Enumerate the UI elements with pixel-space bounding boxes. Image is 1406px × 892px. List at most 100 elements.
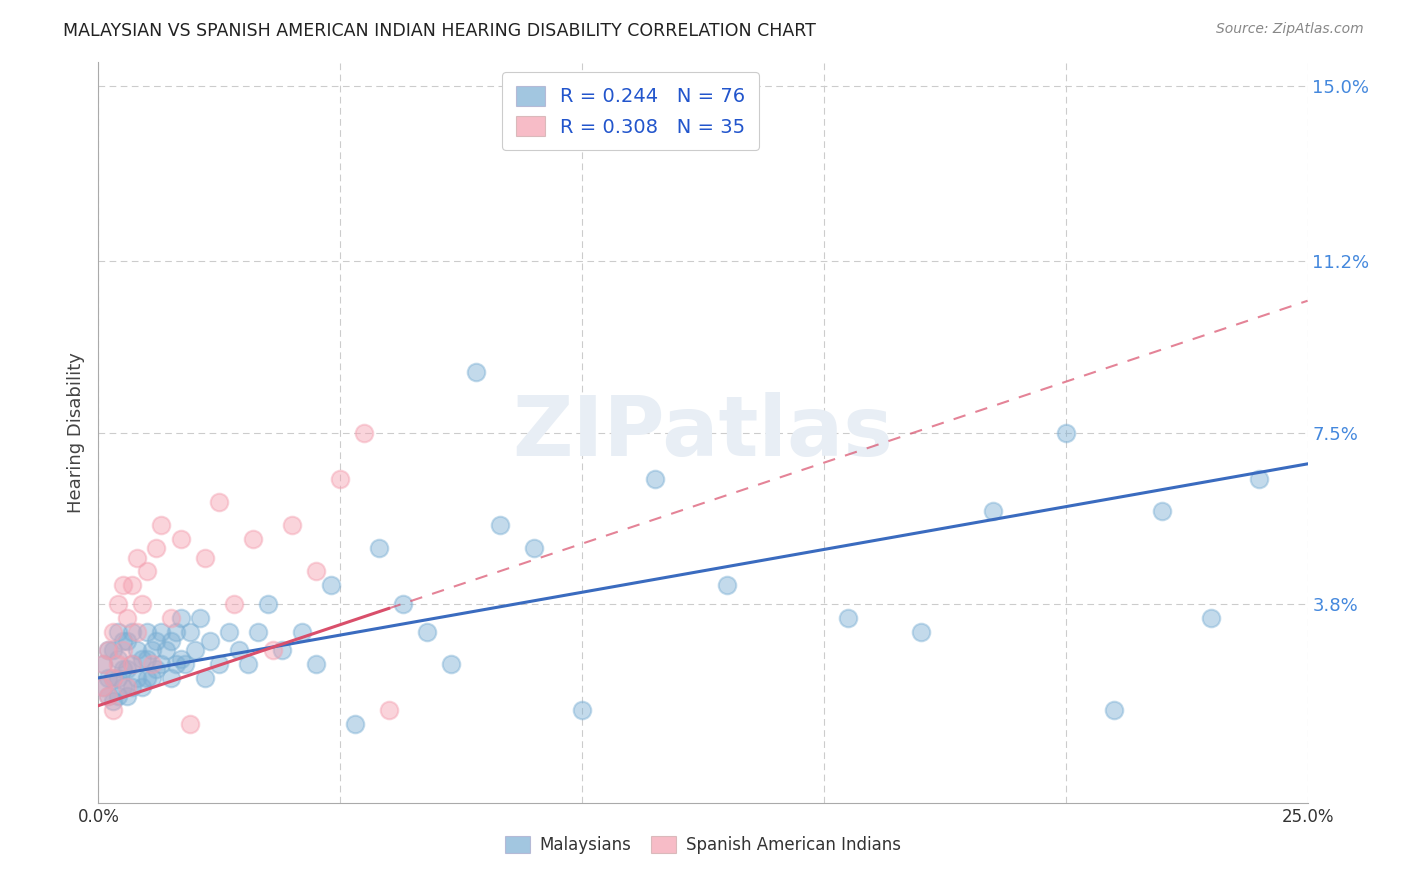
Point xyxy=(150,518,173,533)
Point xyxy=(188,610,211,624)
Point xyxy=(127,671,149,685)
Point xyxy=(169,610,191,624)
Point xyxy=(97,643,120,657)
Point xyxy=(837,610,859,624)
Point xyxy=(198,633,221,648)
Point xyxy=(91,680,114,694)
Point xyxy=(1199,610,1222,624)
Point xyxy=(145,541,167,556)
Point xyxy=(523,541,546,556)
Point xyxy=(107,624,129,639)
Point xyxy=(305,657,328,671)
Point xyxy=(1249,472,1271,486)
Point xyxy=(343,717,366,731)
Point xyxy=(145,662,167,676)
Point xyxy=(179,624,201,639)
Point xyxy=(135,565,157,579)
Point xyxy=(111,633,134,648)
Point xyxy=(121,657,143,671)
Point xyxy=(222,597,245,611)
Point xyxy=(107,690,129,704)
Point xyxy=(1102,703,1125,717)
Point xyxy=(117,610,139,624)
Point xyxy=(107,652,129,666)
Point xyxy=(91,680,114,694)
Point xyxy=(489,518,512,533)
Point xyxy=(127,550,149,565)
Point xyxy=(97,690,120,704)
Point xyxy=(377,703,399,717)
Point xyxy=(121,680,143,694)
Point xyxy=(169,532,191,546)
Point xyxy=(256,597,278,611)
Point xyxy=(107,597,129,611)
Point xyxy=(117,662,139,676)
Point xyxy=(464,366,486,380)
Point xyxy=(101,624,124,639)
Point xyxy=(117,680,139,694)
Point xyxy=(141,657,163,671)
Point xyxy=(127,624,149,639)
Point xyxy=(1152,504,1174,518)
Point xyxy=(131,652,153,666)
Point xyxy=(368,541,391,556)
Point xyxy=(208,657,231,671)
Point xyxy=(141,671,163,685)
Point xyxy=(305,565,328,579)
Point xyxy=(160,671,183,685)
Point xyxy=(329,472,352,486)
Point xyxy=(91,657,114,671)
Point xyxy=(353,425,375,440)
Point xyxy=(97,671,120,685)
Point xyxy=(107,657,129,671)
Point xyxy=(910,624,932,639)
Point xyxy=(281,518,304,533)
Point xyxy=(101,671,124,685)
Point xyxy=(262,643,284,657)
Point xyxy=(179,717,201,731)
Point xyxy=(121,657,143,671)
Point xyxy=(131,597,153,611)
Point xyxy=(121,624,143,639)
Point xyxy=(101,703,124,717)
Point xyxy=(238,657,260,671)
Point xyxy=(141,643,163,657)
Point xyxy=(218,624,240,639)
Point xyxy=(145,633,167,648)
Point xyxy=(135,671,157,685)
Point xyxy=(101,671,124,685)
Point xyxy=(194,671,217,685)
Point xyxy=(644,472,666,486)
Text: Source: ZipAtlas.com: Source: ZipAtlas.com xyxy=(1216,22,1364,37)
Point xyxy=(194,550,217,565)
Point xyxy=(91,657,114,671)
Point xyxy=(716,578,738,592)
Point xyxy=(290,624,312,639)
Point xyxy=(117,633,139,648)
Point xyxy=(416,624,439,639)
Point xyxy=(131,680,153,694)
Point xyxy=(135,624,157,639)
Point xyxy=(101,694,124,708)
Point xyxy=(165,657,187,671)
Point xyxy=(160,633,183,648)
Point xyxy=(135,652,157,666)
Point xyxy=(319,578,342,592)
Point xyxy=(111,680,134,694)
Point xyxy=(111,578,134,592)
Point xyxy=(160,610,183,624)
Point xyxy=(111,662,134,676)
Point xyxy=(150,624,173,639)
Point xyxy=(392,597,415,611)
Point xyxy=(242,532,264,546)
Point xyxy=(155,643,177,657)
Point xyxy=(1054,425,1077,440)
Point xyxy=(571,703,593,717)
Point xyxy=(117,690,139,704)
Point xyxy=(174,657,197,671)
Point xyxy=(981,504,1004,518)
Point xyxy=(169,652,191,666)
Point xyxy=(121,578,143,592)
Point xyxy=(184,643,207,657)
Point xyxy=(111,643,134,657)
